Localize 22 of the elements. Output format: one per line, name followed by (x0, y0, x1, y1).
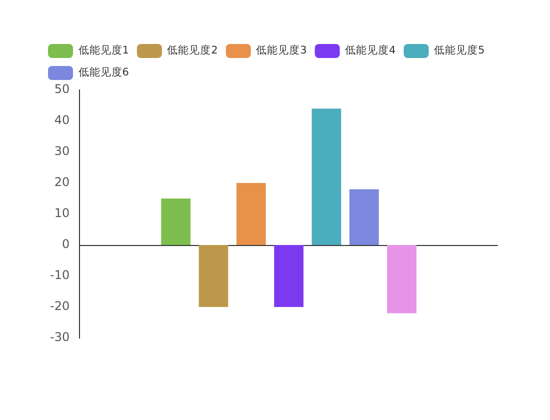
bar (312, 108, 342, 245)
y-tick-label: 40 (54, 113, 70, 128)
y-tick-label: 0 (62, 237, 70, 252)
y-tick-label: -20 (50, 299, 70, 314)
bar (274, 245, 304, 307)
legend-label: 低能见度4 (345, 44, 396, 57)
bar (161, 198, 191, 245)
y-tick-label: 30 (54, 144, 70, 158)
y-tick-label: 50 (54, 82, 70, 96)
bar (198, 245, 228, 307)
bar (349, 189, 379, 245)
legend-label: 低能见度3 (256, 44, 307, 57)
y-tick-label: 10 (54, 206, 70, 220)
legend-label: 低能见度2 (167, 44, 218, 57)
legend-label: 低能见度5 (434, 44, 485, 57)
y-tick-label: -10 (50, 268, 70, 282)
legend-label: 低能见度6 (78, 66, 130, 79)
bar (387, 245, 416, 314)
y-tick-label: 20 (54, 175, 70, 190)
y-tick-label: -30 (50, 330, 70, 344)
legend-label: 低能见度1 (78, 44, 129, 57)
bar (236, 183, 266, 245)
